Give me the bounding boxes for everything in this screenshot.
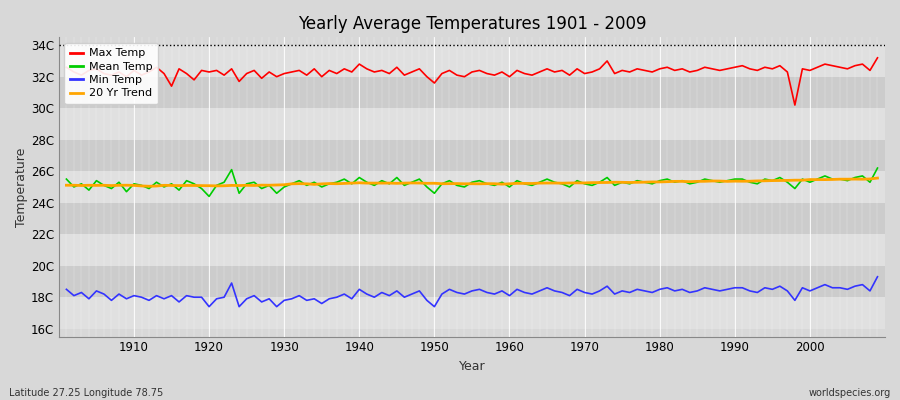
Max Temp	[872, 56, 883, 60]
Bar	[58, 171, 885, 203]
Mean Temp	[293, 178, 304, 183]
20 Yr Trend	[872, 176, 883, 180]
Max Temp	[594, 66, 605, 71]
Max Temp	[286, 70, 297, 74]
20 Yr Trend	[144, 184, 155, 189]
Min Temp	[339, 292, 350, 296]
Mean Temp	[61, 177, 72, 182]
Mean Temp	[872, 166, 883, 170]
Mean Temp	[203, 194, 214, 199]
Bar	[58, 45, 885, 77]
Bar	[58, 140, 885, 171]
Min Temp	[122, 296, 132, 301]
Bar	[58, 297, 885, 329]
Line: Min Temp: Min Temp	[67, 277, 878, 307]
20 Yr Trend	[293, 181, 304, 186]
20 Yr Trend	[602, 180, 613, 185]
Line: Max Temp: Max Temp	[67, 58, 878, 105]
Mean Temp	[511, 178, 522, 183]
Text: worldspecies.org: worldspecies.org	[809, 388, 891, 398]
Bar	[58, 77, 885, 108]
Min Temp	[511, 287, 522, 292]
Min Temp	[203, 304, 214, 309]
Mean Temp	[602, 175, 613, 180]
Max Temp	[122, 74, 132, 79]
Min Temp	[872, 274, 883, 279]
Text: Latitude 27.25 Longitude 78.75: Latitude 27.25 Longitude 78.75	[9, 388, 163, 398]
Mean Temp	[339, 177, 350, 182]
Bar	[58, 203, 885, 234]
Max Temp	[331, 71, 342, 76]
20 Yr Trend	[122, 183, 132, 188]
Max Temp	[504, 74, 515, 79]
20 Yr Trend	[511, 181, 522, 186]
Bar	[58, 234, 885, 266]
Legend: Max Temp, Mean Temp, Min Temp, 20 Yr Trend: Max Temp, Mean Temp, Min Temp, 20 Yr Tre…	[65, 43, 158, 104]
Max Temp	[497, 70, 508, 74]
Line: 20 Yr Trend: 20 Yr Trend	[67, 178, 878, 186]
Title: Yearly Average Temperatures 1901 - 2009: Yearly Average Temperatures 1901 - 2009	[298, 15, 646, 33]
20 Yr Trend	[61, 183, 72, 188]
Max Temp	[61, 65, 72, 70]
X-axis label: Year: Year	[459, 360, 485, 373]
Mean Temp	[122, 189, 132, 194]
Y-axis label: Temperature: Temperature	[15, 147, 28, 227]
Line: Mean Temp: Mean Temp	[67, 168, 878, 196]
20 Yr Trend	[504, 182, 515, 186]
Bar	[58, 266, 885, 297]
Min Temp	[61, 287, 72, 292]
20 Yr Trend	[339, 181, 350, 186]
Mean Temp	[504, 184, 515, 189]
Bar	[58, 108, 885, 140]
Min Temp	[504, 293, 515, 298]
Min Temp	[293, 293, 304, 298]
Max Temp	[789, 103, 800, 108]
Min Temp	[602, 284, 613, 288]
